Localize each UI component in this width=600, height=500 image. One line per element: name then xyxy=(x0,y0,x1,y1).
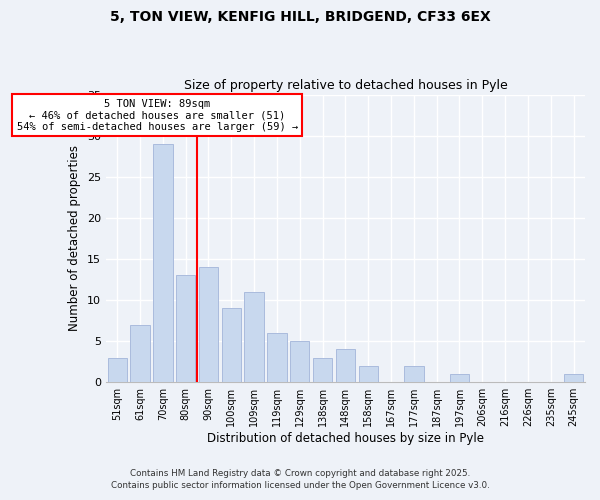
Bar xyxy=(313,358,332,382)
Text: 5, TON VIEW, KENFIG HILL, BRIDGEND, CF33 6EX: 5, TON VIEW, KENFIG HILL, BRIDGEND, CF33… xyxy=(110,10,490,24)
Bar xyxy=(221,308,241,382)
Bar xyxy=(130,324,150,382)
Bar xyxy=(107,358,127,382)
Bar xyxy=(564,374,583,382)
Bar xyxy=(244,292,264,382)
Bar xyxy=(199,267,218,382)
Bar xyxy=(359,366,378,382)
Bar xyxy=(153,144,173,382)
Title: Size of property relative to detached houses in Pyle: Size of property relative to detached ho… xyxy=(184,79,507,92)
Text: 5 TON VIEW: 89sqm
← 46% of detached houses are smaller (51)
54% of semi-detached: 5 TON VIEW: 89sqm ← 46% of detached hous… xyxy=(17,98,298,132)
X-axis label: Distribution of detached houses by size in Pyle: Distribution of detached houses by size … xyxy=(207,432,484,445)
Bar xyxy=(404,366,424,382)
Text: Contains HM Land Registry data © Crown copyright and database right 2025.
Contai: Contains HM Land Registry data © Crown c… xyxy=(110,468,490,490)
Bar xyxy=(450,374,469,382)
Bar xyxy=(290,341,310,382)
Y-axis label: Number of detached properties: Number of detached properties xyxy=(68,146,81,332)
Bar xyxy=(267,333,287,382)
Bar xyxy=(176,276,196,382)
Bar xyxy=(336,350,355,382)
